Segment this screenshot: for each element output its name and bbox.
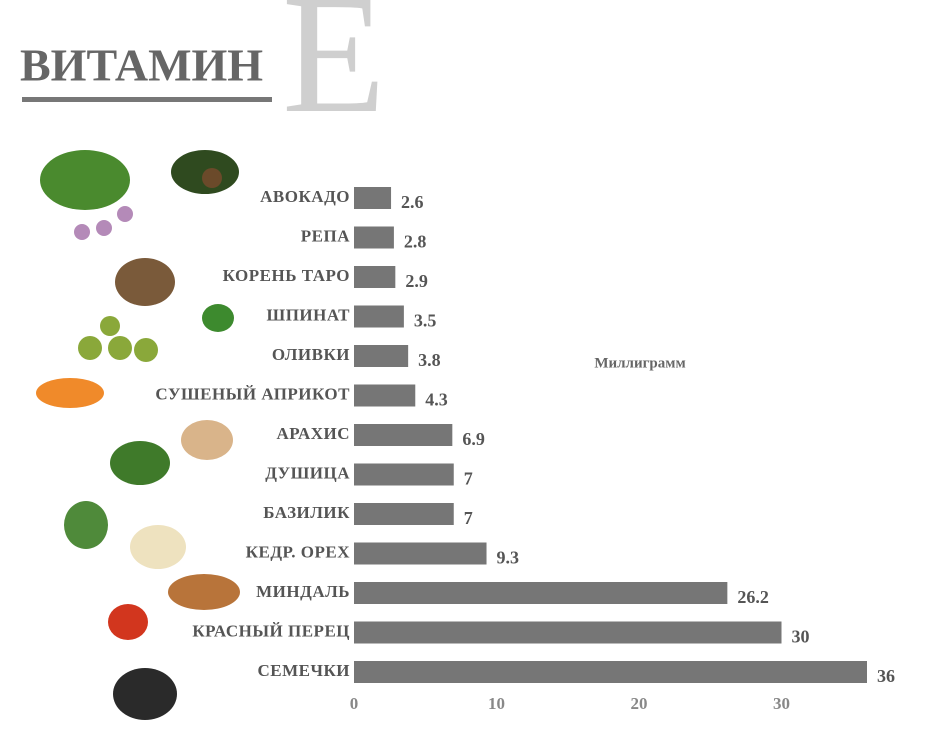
bar <box>354 542 487 565</box>
value-label: 9.3 <box>497 548 520 568</box>
category-label: БАЗИЛИК <box>263 503 350 522</box>
category-label: ШПИНАТ <box>267 305 351 324</box>
value-label: 36 <box>877 666 895 686</box>
category-label: МИНДАЛЬ <box>256 582 350 601</box>
value-label: 2.8 <box>404 232 427 252</box>
bar <box>354 621 782 644</box>
x-tick-label: 20 <box>631 694 648 713</box>
x-tick-label: 0 <box>350 694 359 713</box>
bar <box>354 463 454 486</box>
bar <box>354 305 404 328</box>
value-label: 7 <box>464 508 473 528</box>
category-label: КЕДР. ОРЕХ <box>246 542 351 561</box>
bar <box>354 226 394 249</box>
value-label: 6.9 <box>462 429 485 449</box>
title-letter: Е <box>282 0 386 148</box>
bar <box>354 424 453 446</box>
value-label: 7 <box>464 469 473 489</box>
title-underline <box>22 97 272 102</box>
food-decorations <box>36 150 240 720</box>
x-tick-label: 10 <box>488 694 505 713</box>
category-label: СЕМЕЧКИ <box>257 661 350 680</box>
bar <box>354 187 392 209</box>
category-label: СУШЕНЫЙ АПРИКОТ <box>155 384 350 403</box>
value-label: 3.8 <box>418 350 441 370</box>
bar <box>354 384 416 407</box>
value-label: 4.3 <box>425 390 448 410</box>
bar <box>354 582 728 604</box>
category-label: КРАСНЫЙ ПЕРЕЦ <box>192 621 350 640</box>
value-label: 3.5 <box>414 311 437 331</box>
bar <box>354 503 454 525</box>
value-label: 30 <box>792 627 810 647</box>
category-label: КОРЕНЬ ТАРО <box>223 266 350 285</box>
category-label: ОЛИВКИ <box>272 345 350 364</box>
x-axis-label: Миллиграмм <box>594 355 685 371</box>
category-label: РЕПА <box>301 226 350 245</box>
bar <box>354 345 409 367</box>
category-label: ДУШИЦА <box>265 463 350 482</box>
chart-title: ВИТАМИН <box>20 40 263 91</box>
value-label: 2.6 <box>401 192 424 212</box>
bar <box>354 266 396 288</box>
value-label: 2.9 <box>405 271 428 291</box>
category-label: АРАХИС <box>276 424 350 443</box>
value-label: 26.2 <box>737 587 769 607</box>
category-label: АВОКАДО <box>260 187 350 206</box>
x-tick-label: 30 <box>773 694 790 713</box>
bar <box>354 661 867 683</box>
